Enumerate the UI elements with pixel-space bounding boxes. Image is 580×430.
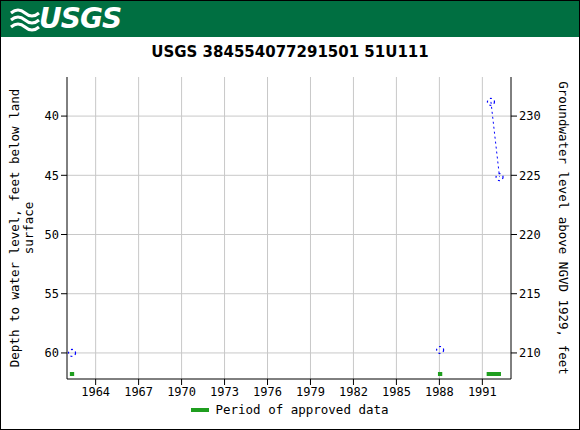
svg-text:60: 60 xyxy=(45,346,59,360)
svg-text:Depth to water level, feet bel: Depth to water level, feet below land xyxy=(8,89,22,367)
svg-text:220: 220 xyxy=(519,228,541,242)
svg-text:1976: 1976 xyxy=(253,385,282,399)
svg-text:55: 55 xyxy=(45,287,59,301)
svg-text:1970: 1970 xyxy=(167,385,196,399)
svg-text:1979: 1979 xyxy=(296,385,325,399)
html-text:Period of approved data: Period of approved data xyxy=(215,402,389,417)
svg-text:50: 50 xyxy=(45,228,59,242)
svg-text:215: 215 xyxy=(519,287,541,301)
svg-text:1985: 1985 xyxy=(382,385,411,399)
svg-text:225: 225 xyxy=(519,169,541,183)
svg-text:45: 45 xyxy=(45,169,59,183)
html-text:USGS: USGS xyxy=(39,2,122,35)
svg-text:230: 230 xyxy=(519,109,541,123)
svg-text:1991: 1991 xyxy=(468,385,497,399)
svg-text:40: 40 xyxy=(45,109,59,123)
svg-text:1964: 1964 xyxy=(81,385,110,399)
svg-text:surface: surface xyxy=(21,202,36,255)
svg-text:1982: 1982 xyxy=(339,385,368,399)
svg-text:Groundwater level above NGVD 1: Groundwater level above NGVD 1929, feet xyxy=(556,81,571,375)
svg-text:1988: 1988 xyxy=(425,385,454,399)
html-text:USGS 384554077291501 51U111: USGS 384554077291501 51U111 xyxy=(151,43,429,61)
svg-text:1973: 1973 xyxy=(210,385,239,399)
svg-text:1967: 1967 xyxy=(124,385,153,399)
svg-text:210: 210 xyxy=(519,346,541,360)
